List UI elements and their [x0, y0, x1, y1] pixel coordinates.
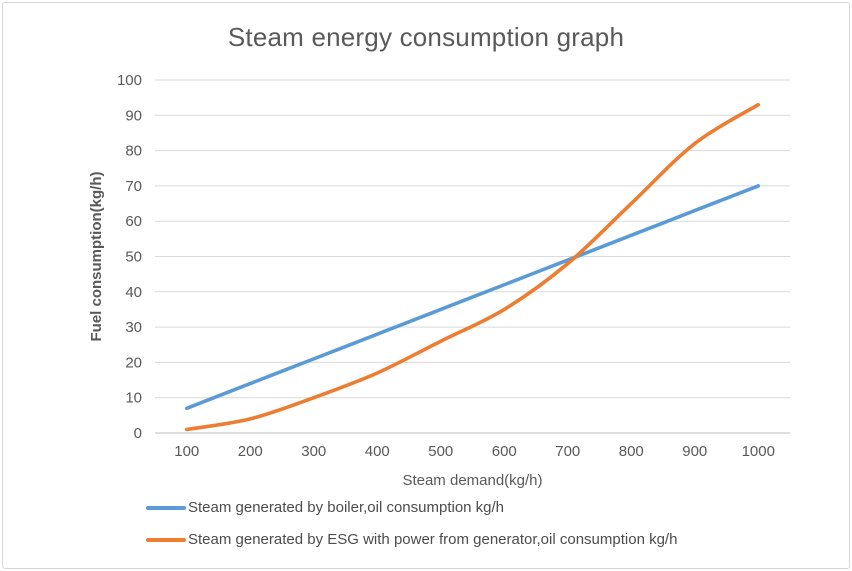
x-tick-label: 200: [238, 443, 263, 460]
x-tick-label: 100: [174, 443, 199, 460]
x-tick-label: 800: [619, 443, 644, 460]
legend-item-1: Steam generated by ESG with power from g…: [146, 529, 677, 550]
x-tick-label: 300: [301, 443, 326, 460]
y-tick-label: 50: [125, 249, 142, 266]
legend: Steam generated by boiler,oil consumptio…: [146, 497, 677, 550]
x-axis-title: Steam demand(kg/h): [402, 472, 543, 489]
legend-line-marker: [146, 505, 186, 510]
y-tick-label: 40: [125, 284, 142, 301]
y-tick-label: 0: [134, 425, 142, 442]
x-tick-label: 900: [682, 443, 707, 460]
y-tick-label: 80: [125, 143, 142, 160]
legend-label: Steam generated by ESG with power from g…: [188, 531, 678, 548]
legend-item-0: Steam generated by boiler,oil consumptio…: [146, 497, 677, 518]
x-tick-label: 1000: [742, 443, 775, 460]
x-tick-label: 500: [428, 443, 453, 460]
y-tick-label: 30: [125, 319, 142, 336]
y-tick-label: 20: [125, 354, 142, 371]
y-tick-label: 90: [125, 107, 142, 124]
series-line-1: [184, 102, 761, 432]
y-tick-label: 10: [125, 390, 142, 407]
chart-title: Steam energy consumption graph: [227, 22, 625, 52]
x-tick-label: 400: [365, 443, 390, 460]
x-tick-label: 600: [492, 443, 517, 460]
x-tick-label: 700: [555, 443, 580, 460]
y-tick-label: 70: [125, 178, 142, 195]
series-line-0: [184, 184, 761, 411]
y-tick-label: 100: [117, 72, 142, 89]
legend-line-marker: [146, 537, 186, 542]
legend-label: Steam generated by boiler,oil consumptio…: [188, 499, 505, 516]
y-tick-label: 60: [125, 213, 142, 230]
